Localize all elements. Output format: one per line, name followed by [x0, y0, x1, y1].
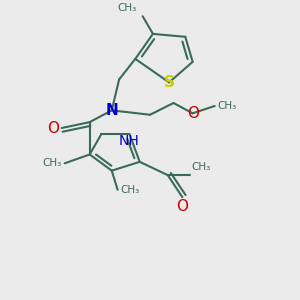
Text: CH₃: CH₃ [43, 158, 62, 168]
Text: CH₃: CH₃ [218, 101, 237, 111]
Text: O: O [187, 106, 199, 121]
Text: N: N [105, 103, 118, 118]
Text: CH₃: CH₃ [191, 162, 210, 172]
Text: O: O [47, 121, 59, 136]
Text: CH₃: CH₃ [118, 3, 137, 13]
Text: O: O [176, 199, 188, 214]
Text: CH₃: CH₃ [121, 185, 140, 195]
Text: S: S [164, 75, 175, 90]
Text: NH: NH [119, 134, 140, 148]
